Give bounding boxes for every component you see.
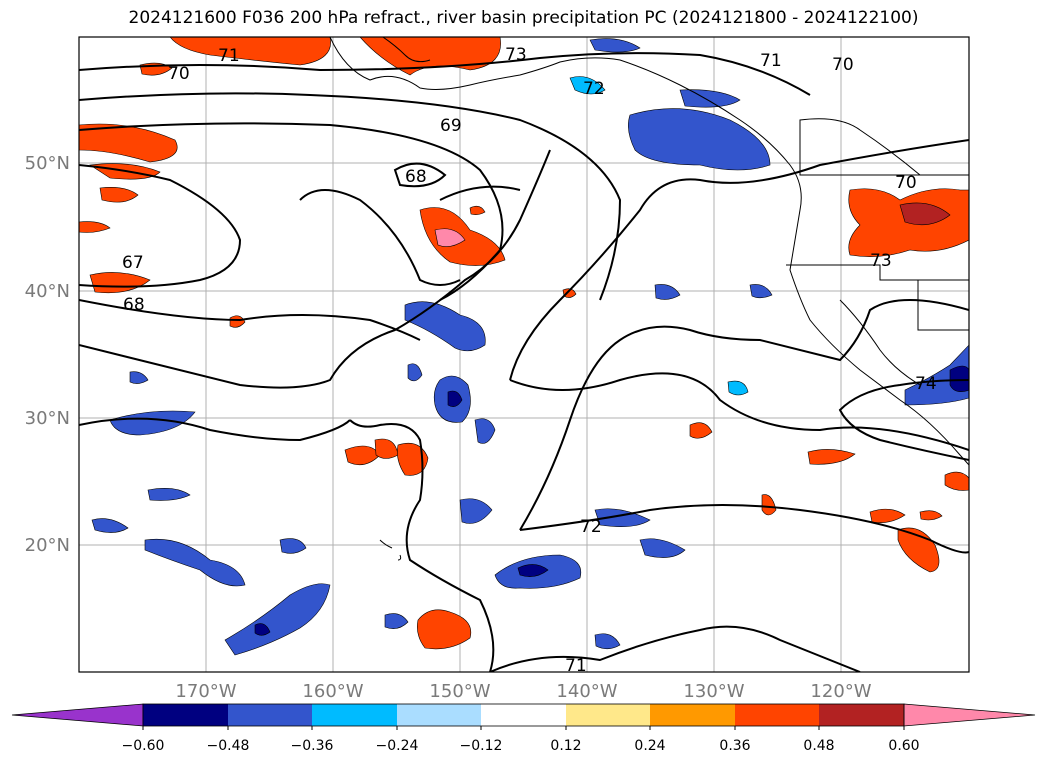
colorbar-cell (312, 704, 397, 726)
contour-label: 67 (122, 253, 144, 273)
colorbar-tick-labels: −0.60 −0.48 −0.36 −0.24 −0.12 0.12 0.24 … (122, 738, 920, 754)
lat-label: 30°N (25, 408, 70, 429)
lon-label: 170°W (175, 681, 236, 700)
colorbar-cell (397, 704, 481, 726)
colorbar-extend-min (11, 703, 144, 727)
contour-label: 71 (218, 46, 240, 66)
colorbar-tick: 0.48 (803, 738, 834, 754)
colorbar-tick: 0.36 (719, 738, 750, 754)
lon-label: 150°W (429, 681, 490, 700)
colorbar-tick: −0.60 (122, 738, 165, 754)
lon-label: 160°W (302, 681, 363, 700)
contour-label: 70 (895, 173, 917, 193)
colorbar-tick: −0.24 (376, 738, 419, 754)
colorbar-outline (142, 703, 905, 727)
lon-label: 140°W (556, 681, 617, 700)
colorbar-cell (735, 704, 819, 726)
lon-label: 120°W (810, 681, 871, 700)
contour-label: 72 (580, 517, 602, 537)
map-figure: 71 70 73 72 71 70 69 68 67 68 70 73 74 7… (25, 36, 970, 700)
colorbar-tick: 0.60 (888, 738, 919, 754)
contour-label: 69 (440, 116, 462, 136)
colorbar-cell (143, 704, 228, 726)
contour-label: 70 (168, 64, 190, 84)
lat-label: 50°N (25, 153, 70, 174)
refractivity-contours (79, 52, 969, 672)
contour-label: 68 (123, 295, 145, 315)
lat-label: 40°N (25, 281, 70, 302)
colorbar-cell (481, 704, 566, 726)
precip-shading (79, 37, 969, 656)
colorbar-cell (819, 704, 904, 726)
contour-label: 73 (870, 251, 892, 271)
lat-label: 20°N (25, 535, 70, 556)
lat-tick-labels: 50°N 40°N 30°N 20°N (25, 153, 70, 556)
colorbar-tick: −0.36 (291, 738, 334, 754)
contour-label: 68 (405, 167, 427, 187)
map-title: 2024121600 F036 200 hPa refract., river … (128, 8, 919, 28)
colorbar-cell (228, 704, 312, 726)
colorbar-extend-max (903, 703, 1036, 727)
contour-label: 74 (915, 374, 937, 394)
colorbar-tick: 0.12 (550, 738, 581, 754)
contour-label: 70 (832, 55, 854, 75)
coastlines (329, 37, 969, 561)
gridlines (79, 37, 969, 672)
contour-label: 71 (760, 51, 782, 71)
colorbar-cell (566, 704, 650, 726)
colorbar-tick: −0.48 (207, 738, 250, 754)
contour-labels: 71 70 73 72 71 70 69 68 67 68 70 73 74 7… (122, 45, 937, 676)
lon-label: 130°W (683, 681, 744, 700)
lon-tick-labels: 170°W 160°W 150°W 140°W 130°W 120°W (175, 681, 871, 700)
contour-label: 72 (583, 79, 605, 99)
map-frame (78, 36, 970, 673)
colorbar-tick: −0.12 (460, 738, 503, 754)
contour-label: 71 (565, 656, 587, 676)
colorbar-tick: 0.24 (634, 738, 665, 754)
contour-label: 73 (505, 45, 527, 65)
colorbar-cell (650, 704, 735, 726)
colorbar-cells (11, 703, 1036, 730)
